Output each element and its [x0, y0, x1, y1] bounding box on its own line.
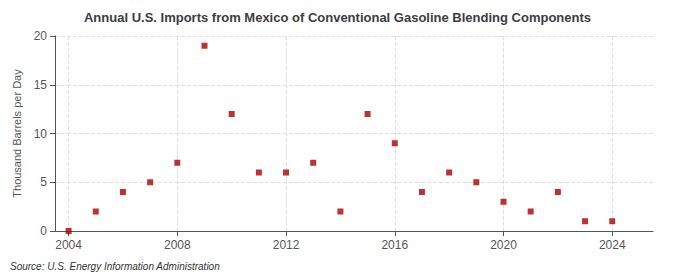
- svg-text:Source: U.S. Energy Informatio: Source: U.S. Energy Information Administ…: [10, 261, 220, 272]
- svg-text:0: 0: [40, 224, 47, 238]
- svg-text:Thousand Barrels per Day: Thousand Barrels per Day: [11, 69, 23, 198]
- svg-text:2004: 2004: [55, 238, 82, 252]
- svg-text:2016: 2016: [381, 238, 408, 252]
- svg-text:2012: 2012: [273, 238, 300, 252]
- svg-text:2024: 2024: [599, 238, 626, 252]
- svg-text:2008: 2008: [164, 238, 191, 252]
- svg-text:10: 10: [34, 127, 48, 141]
- svg-text:20: 20: [34, 29, 48, 43]
- svg-text:Annual U.S. Imports from Mexic: Annual U.S. Imports from Mexico of Conve…: [84, 10, 591, 25]
- svg-text:2020: 2020: [490, 238, 517, 252]
- svg-text:5: 5: [40, 175, 47, 189]
- svg-text:15: 15: [34, 78, 48, 92]
